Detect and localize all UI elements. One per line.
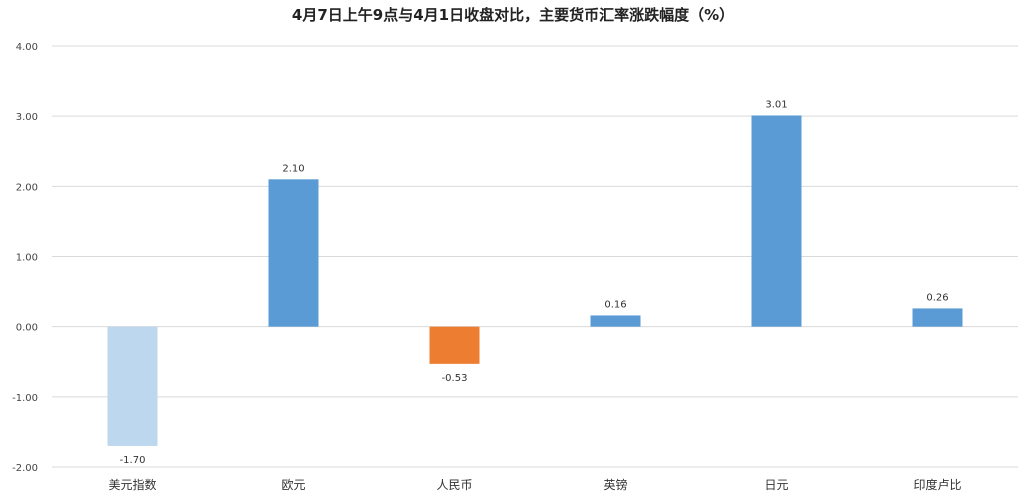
bar	[268, 179, 319, 327]
y-tick-label: 4.00	[16, 42, 38, 53]
category-label: 美元指数	[108, 477, 156, 492]
data-label: 0.26	[926, 292, 948, 303]
y-tick-label: 3.00	[16, 112, 38, 123]
category-label: 印度卢比	[913, 477, 961, 492]
category-label: 日元	[764, 478, 788, 492]
y-tick-label: -2.00	[12, 463, 38, 474]
category-label: 英镑	[603, 477, 627, 492]
y-tick-label: 0.00	[16, 323, 38, 334]
chart-title: 4月7日上午9点与4月1日收盘对比，主要货币汇率涨跌幅度（%）	[291, 6, 735, 24]
category-label: 人民币	[436, 478, 472, 492]
data-label: -1.70	[120, 455, 146, 466]
data-label: 0.16	[604, 299, 626, 310]
data-label: 3.01	[765, 99, 787, 110]
category-label: 欧元	[281, 478, 305, 492]
bar	[751, 115, 802, 327]
data-label: -0.53	[442, 373, 468, 384]
y-tick-label: -1.00	[12, 393, 38, 404]
y-tick-label: 2.00	[16, 182, 38, 193]
bar	[590, 315, 641, 327]
bar	[429, 326, 480, 364]
data-label: 2.10	[282, 163, 304, 174]
bar	[912, 308, 963, 327]
bar	[107, 326, 158, 446]
y-tick-label: 1.00	[16, 253, 38, 264]
